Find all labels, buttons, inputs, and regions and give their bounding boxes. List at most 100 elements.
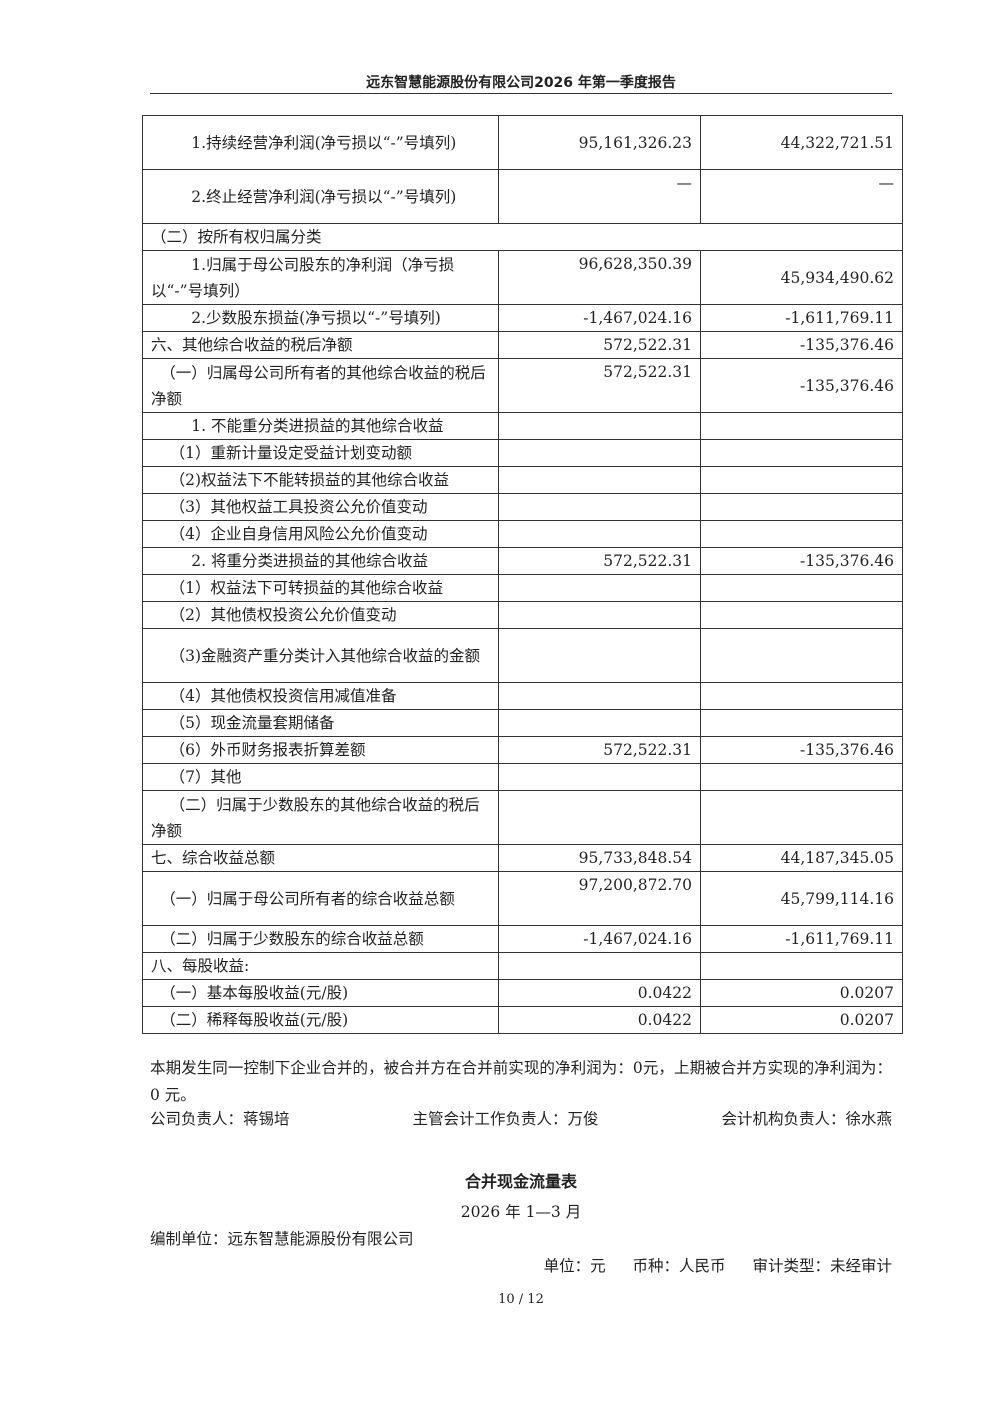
current-period-value	[498, 763, 701, 791]
row-label: （4）其他债权投资信用减值准备	[142, 682, 499, 710]
row-label: （7）其他	[142, 763, 499, 791]
current-period-value	[498, 709, 701, 737]
prior-period-value	[700, 493, 903, 521]
row-label: （二）归属于少数股东的其他综合收益的税后净额	[142, 790, 499, 845]
current-period-value	[498, 952, 701, 980]
table-row: （二）按所有权归属分类	[142, 223, 903, 251]
table-row: （一）归属母公司所有者的其他综合收益的税后净额 572,522.31 -135,37…	[142, 358, 903, 413]
row-label: 1.归属于母公司股东的净利润（净亏损以“-”号填列）	[142, 250, 499, 305]
row-label: （3)金融资产重分类计入其他综合收益的金额	[142, 628, 499, 683]
prior-period-value: -135,376.46	[700, 736, 903, 764]
current-period-value: -1,467,024.16	[498, 304, 701, 332]
current-period-value	[498, 682, 701, 710]
current-period-value	[498, 466, 701, 494]
row-label: 六、其他综合收益的税后净额	[142, 331, 499, 359]
prior-period-value	[700, 790, 903, 845]
prior-period-value	[700, 601, 903, 629]
current-period-value	[498, 412, 701, 440]
current-period-value: 0.0422	[498, 979, 701, 1007]
current-period-value: 572,522.31	[498, 331, 701, 359]
table-row: （二）归属于少数股东的综合收益总额 -1,467,024.16 -1,611,769…	[142, 925, 903, 953]
row-label: （2)权益法下不能转损益的其他综合收益	[142, 466, 499, 494]
row-label: （6）外币财务报表折算差额	[142, 736, 499, 764]
row-label: （一）基本每股收益(元/股)	[142, 979, 499, 1007]
currency: 币种：人民币	[632, 1257, 726, 1275]
current-period-value	[498, 628, 701, 683]
table-row: （1）重新计量设定受益计划变动额	[142, 439, 903, 467]
prior-period-value: 0.0207	[700, 1006, 903, 1034]
prior-period-value: -1,611,769.11	[700, 304, 903, 332]
income-statement-table: 1.持续经营净利润(净亏损以“-”号填列) 95,161,326.23 44,322…	[142, 115, 903, 1034]
table-row: 1. 不能重分类进损益的其他综合收益	[142, 412, 903, 440]
table-row: 八、每股收益:	[142, 952, 903, 980]
row-label: （一）归属母公司所有者的其他综合收益的税后净额	[142, 358, 499, 413]
prior-period-value: 45,799,114.16	[700, 871, 903, 926]
table-row: （4）其他债权投资信用减值准备	[142, 682, 903, 710]
current-period-value: 95,733,848.54	[498, 844, 701, 872]
prior-period-value	[700, 520, 903, 548]
prior-period-value	[700, 628, 903, 683]
current-period-value: 572,522.31	[498, 358, 701, 413]
current-period-value	[498, 574, 701, 602]
prior-period-value: -135,376.46	[700, 547, 903, 575]
audit-type: 审计类型：未经审计	[752, 1257, 892, 1275]
table-row: 2.少数股东损益(净亏损以“-”号填列) -1,467,024.16 -1,611,…	[142, 304, 903, 332]
table-row: （6）外币财务报表折算差额 572,522.31 -135,376.46	[142, 736, 903, 764]
table-row: （3)金融资产重分类计入其他综合收益的金额	[142, 628, 903, 683]
prior-period-value: —	[700, 169, 903, 224]
row-label: 八、每股收益:	[142, 952, 499, 980]
units-line: 单位：元 币种：人民币 审计类型：未经审计	[522, 1254, 892, 1276]
accounting-head: 主管会计工作负责人：万俊	[412, 1110, 599, 1128]
table-row: （1）权益法下可转损益的其他综合收益	[142, 574, 903, 602]
row-label: 1.持续经营净利润(净亏损以“-”号填列)	[142, 115, 499, 170]
table-row: （一）基本每股收益(元/股) 0.0422 0.0207	[142, 979, 903, 1007]
current-period-value: 0.0422	[498, 1006, 701, 1034]
row-label: 2. 将重分类进损益的其他综合收益	[142, 547, 499, 575]
company-head: 公司负责人：蒋锡培	[150, 1110, 290, 1128]
table-row: （一）归属于母公司所有者的综合收益总额 97,200,872.70 45,799,1…	[142, 871, 903, 926]
prior-period-value: 45,934,490.62	[700, 250, 903, 305]
table-row: （3）其他权益工具投资公允价值变动	[142, 493, 903, 521]
unit: 单位：元	[543, 1257, 606, 1275]
merger-note: 本期发生同一控制下企业合并的，被合并方在合并前实现的净利润为：0元，上期被合并方…	[150, 1059, 892, 1104]
signatures: 公司负责人：蒋锡培 主管会计工作负责人：万俊 会计机构负责人：徐水燕	[150, 1107, 892, 1129]
table-row: （7）其他	[142, 763, 903, 791]
prior-period-value	[700, 682, 903, 710]
prior-period-value: -135,376.46	[700, 358, 903, 413]
row-label: （5）现金流量套期储备	[142, 709, 499, 737]
row-label: （1）权益法下可转损益的其他综合收益	[142, 574, 499, 602]
current-period-value	[498, 601, 701, 629]
page-number: 10 / 12	[498, 1292, 544, 1307]
row-label: （2）其他债权投资公允价值变动	[142, 601, 499, 629]
page-header: 远东智慧能源股份有限公司2026 年第一季度报告	[366, 75, 676, 91]
current-period-value	[498, 493, 701, 521]
table-row: （二）归属于少数股东的其他综合收益的税后净额	[142, 790, 903, 845]
current-period-value	[498, 790, 701, 845]
prior-period-value	[700, 763, 903, 791]
statement-title: 合并现金流量表	[464, 1172, 577, 1191]
row-label: （二）归属于少数股东的综合收益总额	[142, 925, 499, 953]
prior-period-value	[700, 574, 903, 602]
header-divider	[150, 93, 892, 94]
table-row: 2. 将重分类进损益的其他综合收益 572,522.31 -135,376.46	[142, 547, 903, 575]
row-label: 七、综合收益总额	[142, 844, 499, 872]
prior-period-value: 44,322,721.51	[700, 115, 903, 170]
table-row: 1.持续经营净利润(净亏损以“-”号填列) 95,161,326.23 44,322…	[142, 115, 903, 170]
table-row: 1.归属于母公司股东的净利润（净亏损以“-”号填列） 96,628,350.39 4…	[142, 250, 903, 305]
row-label: （一）归属于母公司所有者的综合收益总额	[142, 871, 499, 926]
current-period-value: —	[498, 169, 701, 224]
table-row: （5）现金流量套期储备	[142, 709, 903, 737]
current-period-value: -1,467,024.16	[498, 925, 701, 953]
prior-period-value: 0.0207	[700, 979, 903, 1007]
row-label: （二）按所有权归属分类	[142, 223, 903, 251]
table-row: 六、其他综合收益的税后净额 572,522.31 -135,376.46	[142, 331, 903, 359]
prior-period-value: -1,611,769.11	[700, 925, 903, 953]
statement-period: 2026 年 1—3 月	[460, 1203, 582, 1221]
prior-period-value	[700, 466, 903, 494]
current-period-value: 572,522.31	[498, 736, 701, 764]
row-label: 1. 不能重分类进损益的其他综合收益	[142, 412, 499, 440]
table-row: （2）其他债权投资公允价值变动	[142, 601, 903, 629]
prior-period-value: -135,376.46	[700, 331, 903, 359]
current-period-value: 95,161,326.23	[498, 115, 701, 170]
current-period-value	[498, 520, 701, 548]
